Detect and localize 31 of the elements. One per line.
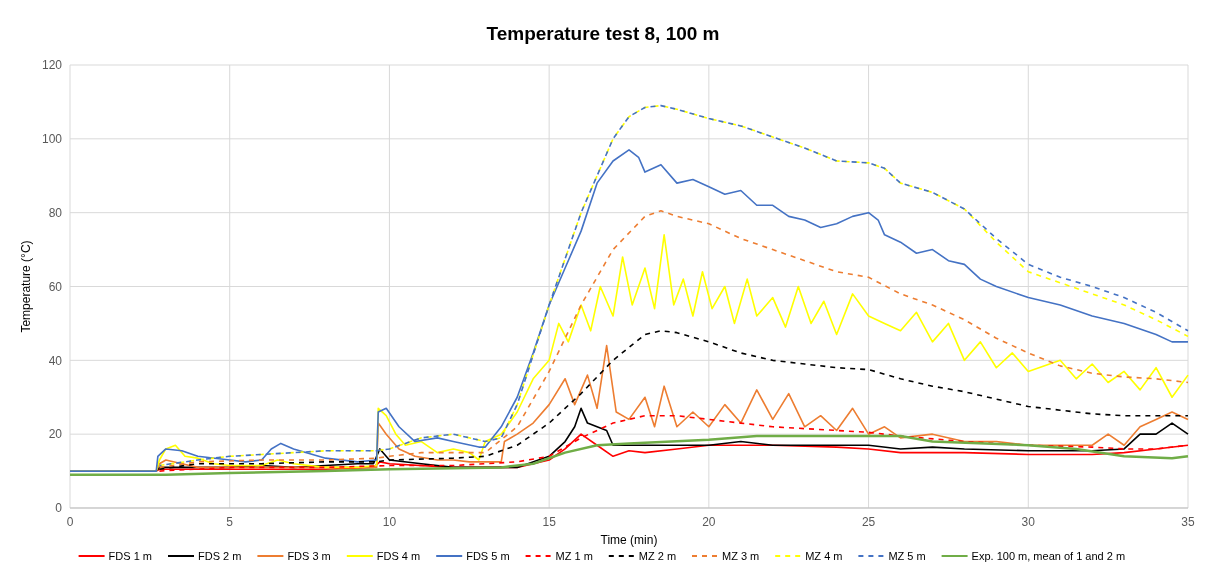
legend-label: MZ 5 m xyxy=(888,550,926,562)
y-tick-label: 40 xyxy=(48,353,63,368)
y-tick-label: 120 xyxy=(41,58,63,73)
line-series xyxy=(158,210,1189,469)
legend-label: FDS 3 m xyxy=(287,550,331,562)
x-tick-label: 35 xyxy=(1181,515,1195,529)
legend-label: FDS 2 m xyxy=(198,550,242,562)
legend-label: MZ 4 m xyxy=(805,550,843,562)
y-tick-label: 100 xyxy=(41,132,63,147)
legend-label: FDS 5 m xyxy=(466,550,510,562)
chart-title: Temperature test 8, 100 m xyxy=(486,23,720,44)
line-series xyxy=(158,330,1189,471)
x-tick-label: 0 xyxy=(66,515,74,529)
x-tick-label: 25 xyxy=(861,515,876,529)
x-axis-title: Time (min) xyxy=(600,533,658,547)
legend-label: MZ 1 m xyxy=(555,550,593,562)
x-tick-label: 15 xyxy=(542,515,557,529)
y-tick-label: 20 xyxy=(48,427,63,442)
y-tick-label: 0 xyxy=(55,501,63,516)
x-tick-label: 30 xyxy=(1021,515,1036,529)
legend-label: FDS 4 m xyxy=(376,550,421,562)
x-tick-label: 20 xyxy=(702,515,716,529)
y-tick-label: 60 xyxy=(48,279,63,294)
legend-label: MZ 3 m xyxy=(722,550,760,562)
y-axis-title: Temperature (°C) xyxy=(19,240,33,333)
legend-label: Exp. 100 m, mean of 1 and 2 m xyxy=(971,550,1126,562)
x-tick-label: 5 xyxy=(226,515,234,529)
x-tick-label: 10 xyxy=(382,515,397,529)
legend-label: MZ 2 m xyxy=(638,550,677,562)
legend-label: FDS 1 m xyxy=(108,550,153,562)
y-tick-label: 80 xyxy=(48,205,63,220)
